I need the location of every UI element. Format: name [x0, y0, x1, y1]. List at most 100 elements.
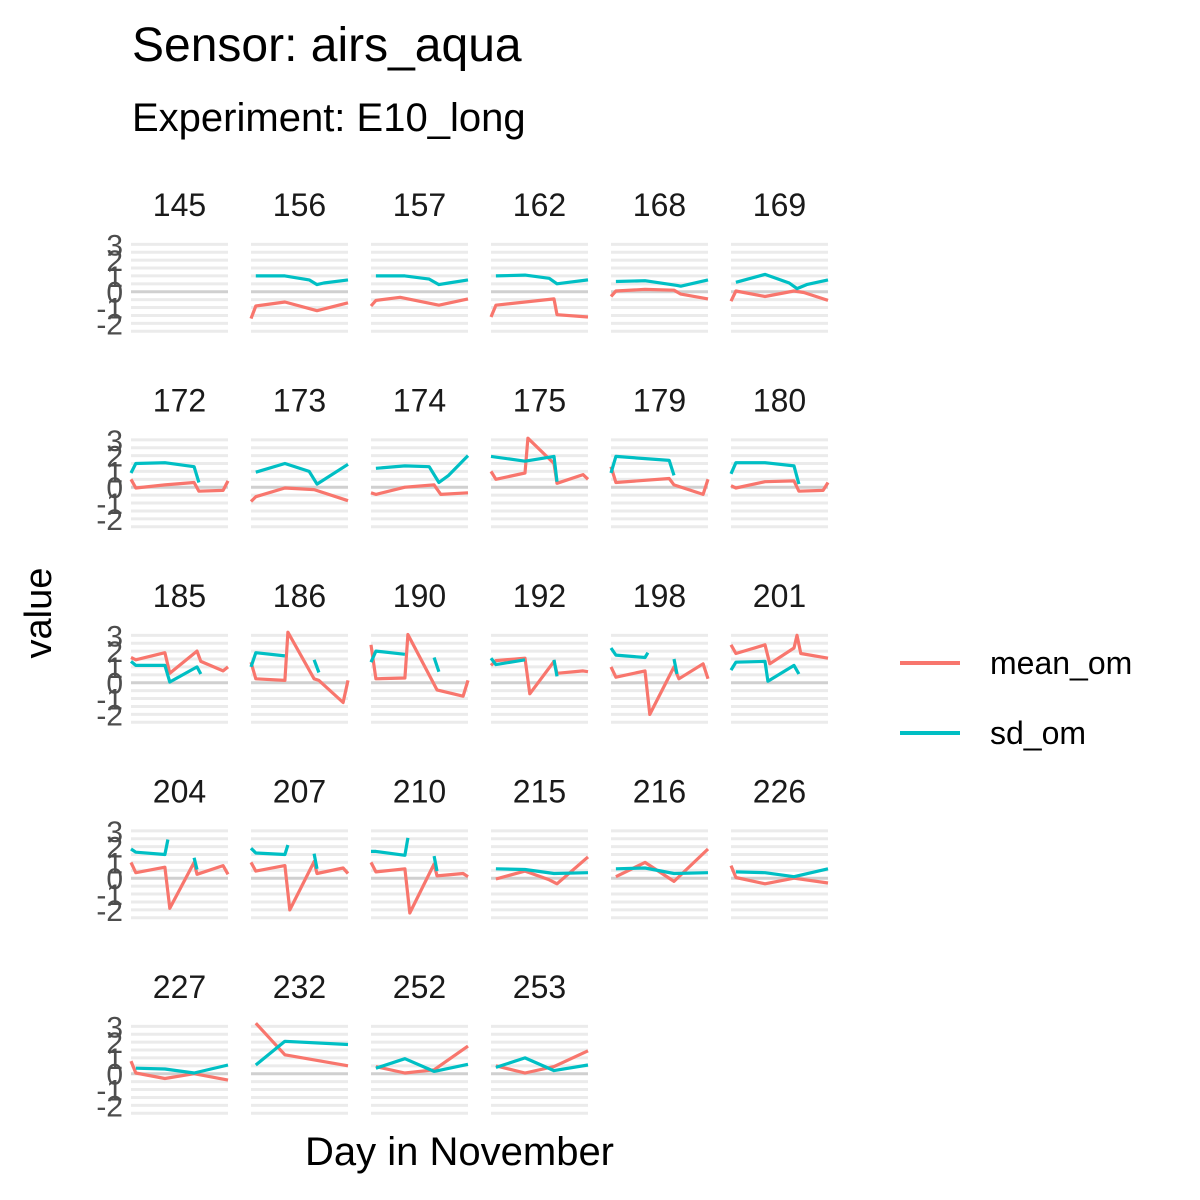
series-line-sd-om: [615, 866, 709, 876]
chart-title: Sensor: airs_aqua: [132, 19, 522, 72]
series-line-sd-om: [672, 658, 679, 675]
legend-item-sd-om: sd_om: [900, 698, 1180, 768]
series-line-mean-om: [729, 864, 829, 886]
series-line-mean-om: [129, 478, 230, 493]
facet-strip-label: 198: [633, 578, 686, 614]
facet-panel-186: 186: [249, 578, 350, 724]
y-tick-label: -1: [96, 293, 123, 326]
series-line-mean-om: [730, 479, 830, 493]
series-line-mean-om: [729, 289, 829, 302]
facet-panel-179: 179: [609, 383, 710, 529]
facet-strip-label: 179: [633, 383, 686, 419]
series-line-sd-om: [735, 867, 829, 879]
facet-panel-169: 169: [729, 187, 829, 333]
y-tick-label: 0: [106, 472, 123, 505]
y-tick-label: 2: [106, 441, 123, 474]
facet-strip-label: 215: [513, 774, 566, 810]
series-line-sd-om: [135, 1063, 229, 1075]
y-tick-label: -2: [96, 1090, 123, 1123]
facet-panel-198: 198: [609, 578, 710, 724]
y-tick-label: 3: [106, 620, 123, 653]
facet-panel-162: 162: [489, 187, 589, 333]
series-line-sd-om: [312, 853, 319, 870]
series-line-sd-om: [371, 837, 410, 857]
x-axis-label: Day in November: [305, 1130, 615, 1174]
facet-panel-168: 168: [609, 187, 709, 333]
facet-strip-label: 162: [513, 187, 566, 223]
y-tick-label: 1: [106, 847, 123, 880]
y-tick-label: 0: [106, 277, 123, 310]
legend-label-sd-om: sd_om: [990, 714, 1087, 751]
series-line-sd-om: [129, 660, 203, 684]
series-line-mean-om: [495, 855, 590, 886]
facet-panel-215: 215: [491, 774, 590, 920]
facet-strip-label: 210: [393, 774, 446, 810]
series-line-sd-om: [552, 659, 559, 677]
series-line-mean-om: [130, 649, 230, 675]
facet-strip-label: 186: [273, 578, 326, 614]
y-tick-label: 0: [106, 668, 123, 701]
series-line-sd-om: [735, 272, 829, 291]
series-line-sd-om: [129, 461, 201, 483]
chart-subtitle: Experiment: E10_long: [132, 96, 526, 140]
series-line-mean-om: [129, 860, 230, 910]
series-line-sd-om: [375, 454, 470, 485]
series-line-sd-om: [729, 659, 801, 683]
y-tick-label: -1: [96, 879, 123, 912]
facet-strip-label: 204: [153, 774, 206, 810]
facet-strip-label: 190: [393, 578, 446, 614]
series-line-mean-om: [370, 483, 469, 496]
series-line-mean-om: [249, 630, 350, 705]
series-line-mean-om: [369, 861, 469, 915]
legend-label-mean-om: mean_om: [990, 644, 1133, 681]
y-tick-label: 1: [106, 456, 123, 489]
facet-strip-label: 252: [393, 969, 446, 1005]
series-line-mean-om: [249, 859, 350, 912]
series-line-mean-om: [609, 466, 710, 496]
series-line-mean-om: [489, 297, 589, 319]
facet-strip-label: 226: [753, 774, 806, 810]
facet-strip-label: 232: [273, 969, 326, 1005]
series-line-sd-om: [255, 461, 349, 486]
facet-strip-label: 185: [153, 578, 206, 614]
series-line-mean-om: [495, 1049, 589, 1075]
series-line-sd-om: [369, 649, 406, 663]
facet-strip-label: 145: [153, 187, 206, 223]
facet-panel-226: 226: [729, 774, 829, 920]
series-line-sd-om: [249, 844, 290, 857]
y-tick-label: -1: [96, 488, 123, 521]
facet-panel-174: 174: [370, 383, 470, 529]
series-line-mean-om: [369, 295, 469, 308]
series-line-sd-om: [490, 454, 559, 482]
y-tick-label: 3: [106, 1011, 123, 1044]
facet-panel-216: 216: [611, 774, 710, 920]
series-line-sd-om: [312, 659, 321, 674]
y-tick-label: -2: [96, 504, 123, 537]
legend-item-mean-om: mean_om: [900, 628, 1180, 698]
series-line-sd-om: [249, 651, 286, 668]
facet-panel-156: 156: [249, 187, 349, 333]
y-tick-label: 1: [106, 261, 123, 294]
facet-panel-180: 180: [729, 383, 830, 529]
series-line-mean-om: [129, 1060, 229, 1082]
series-line-sd-om: [255, 274, 349, 287]
facet-panel-252: 252: [371, 969, 469, 1115]
series-line-sd-om: [495, 273, 589, 286]
series-line-sd-om: [130, 839, 170, 857]
series-line-mean-om: [254, 1022, 349, 1068]
series-line-sd-om: [729, 461, 801, 485]
facet-panel-201: 201: [729, 578, 829, 724]
facet-strip-label: 227: [153, 969, 206, 1005]
facet-panel-157: 157: [369, 187, 469, 333]
series-line-sd-om: [615, 278, 709, 288]
y-tick-label: 2: [106, 1027, 123, 1060]
series-line-sd-om: [495, 867, 589, 876]
facet-strip-label: 180: [753, 383, 806, 419]
y-tick-label: -2: [96, 699, 123, 732]
series-line-sd-om: [489, 657, 526, 667]
